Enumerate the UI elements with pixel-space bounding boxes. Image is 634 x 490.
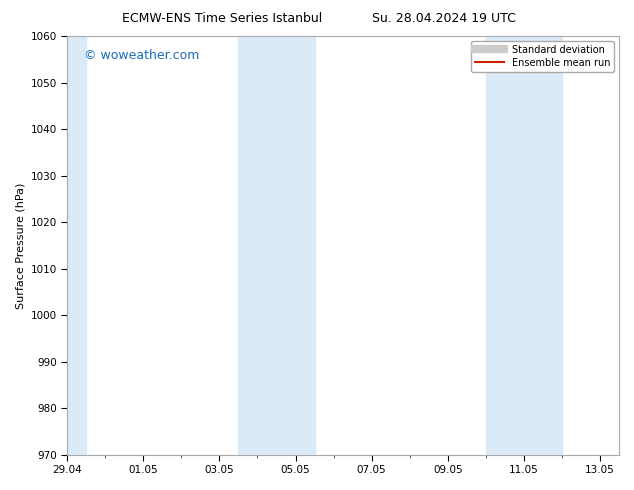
Y-axis label: Surface Pressure (hPa): Surface Pressure (hPa) <box>15 182 25 309</box>
Bar <box>486 36 562 455</box>
Text: ECMW-ENS Time Series Istanbul: ECMW-ENS Time Series Istanbul <box>122 12 322 25</box>
Text: Su. 28.04.2024 19 UTC: Su. 28.04.2024 19 UTC <box>372 12 515 25</box>
Legend: Standard deviation, Ensemble mean run: Standard deviation, Ensemble mean run <box>471 41 614 72</box>
Bar <box>238 36 314 455</box>
Bar <box>63 36 86 455</box>
Text: © woweather.com: © woweather.com <box>84 49 199 62</box>
